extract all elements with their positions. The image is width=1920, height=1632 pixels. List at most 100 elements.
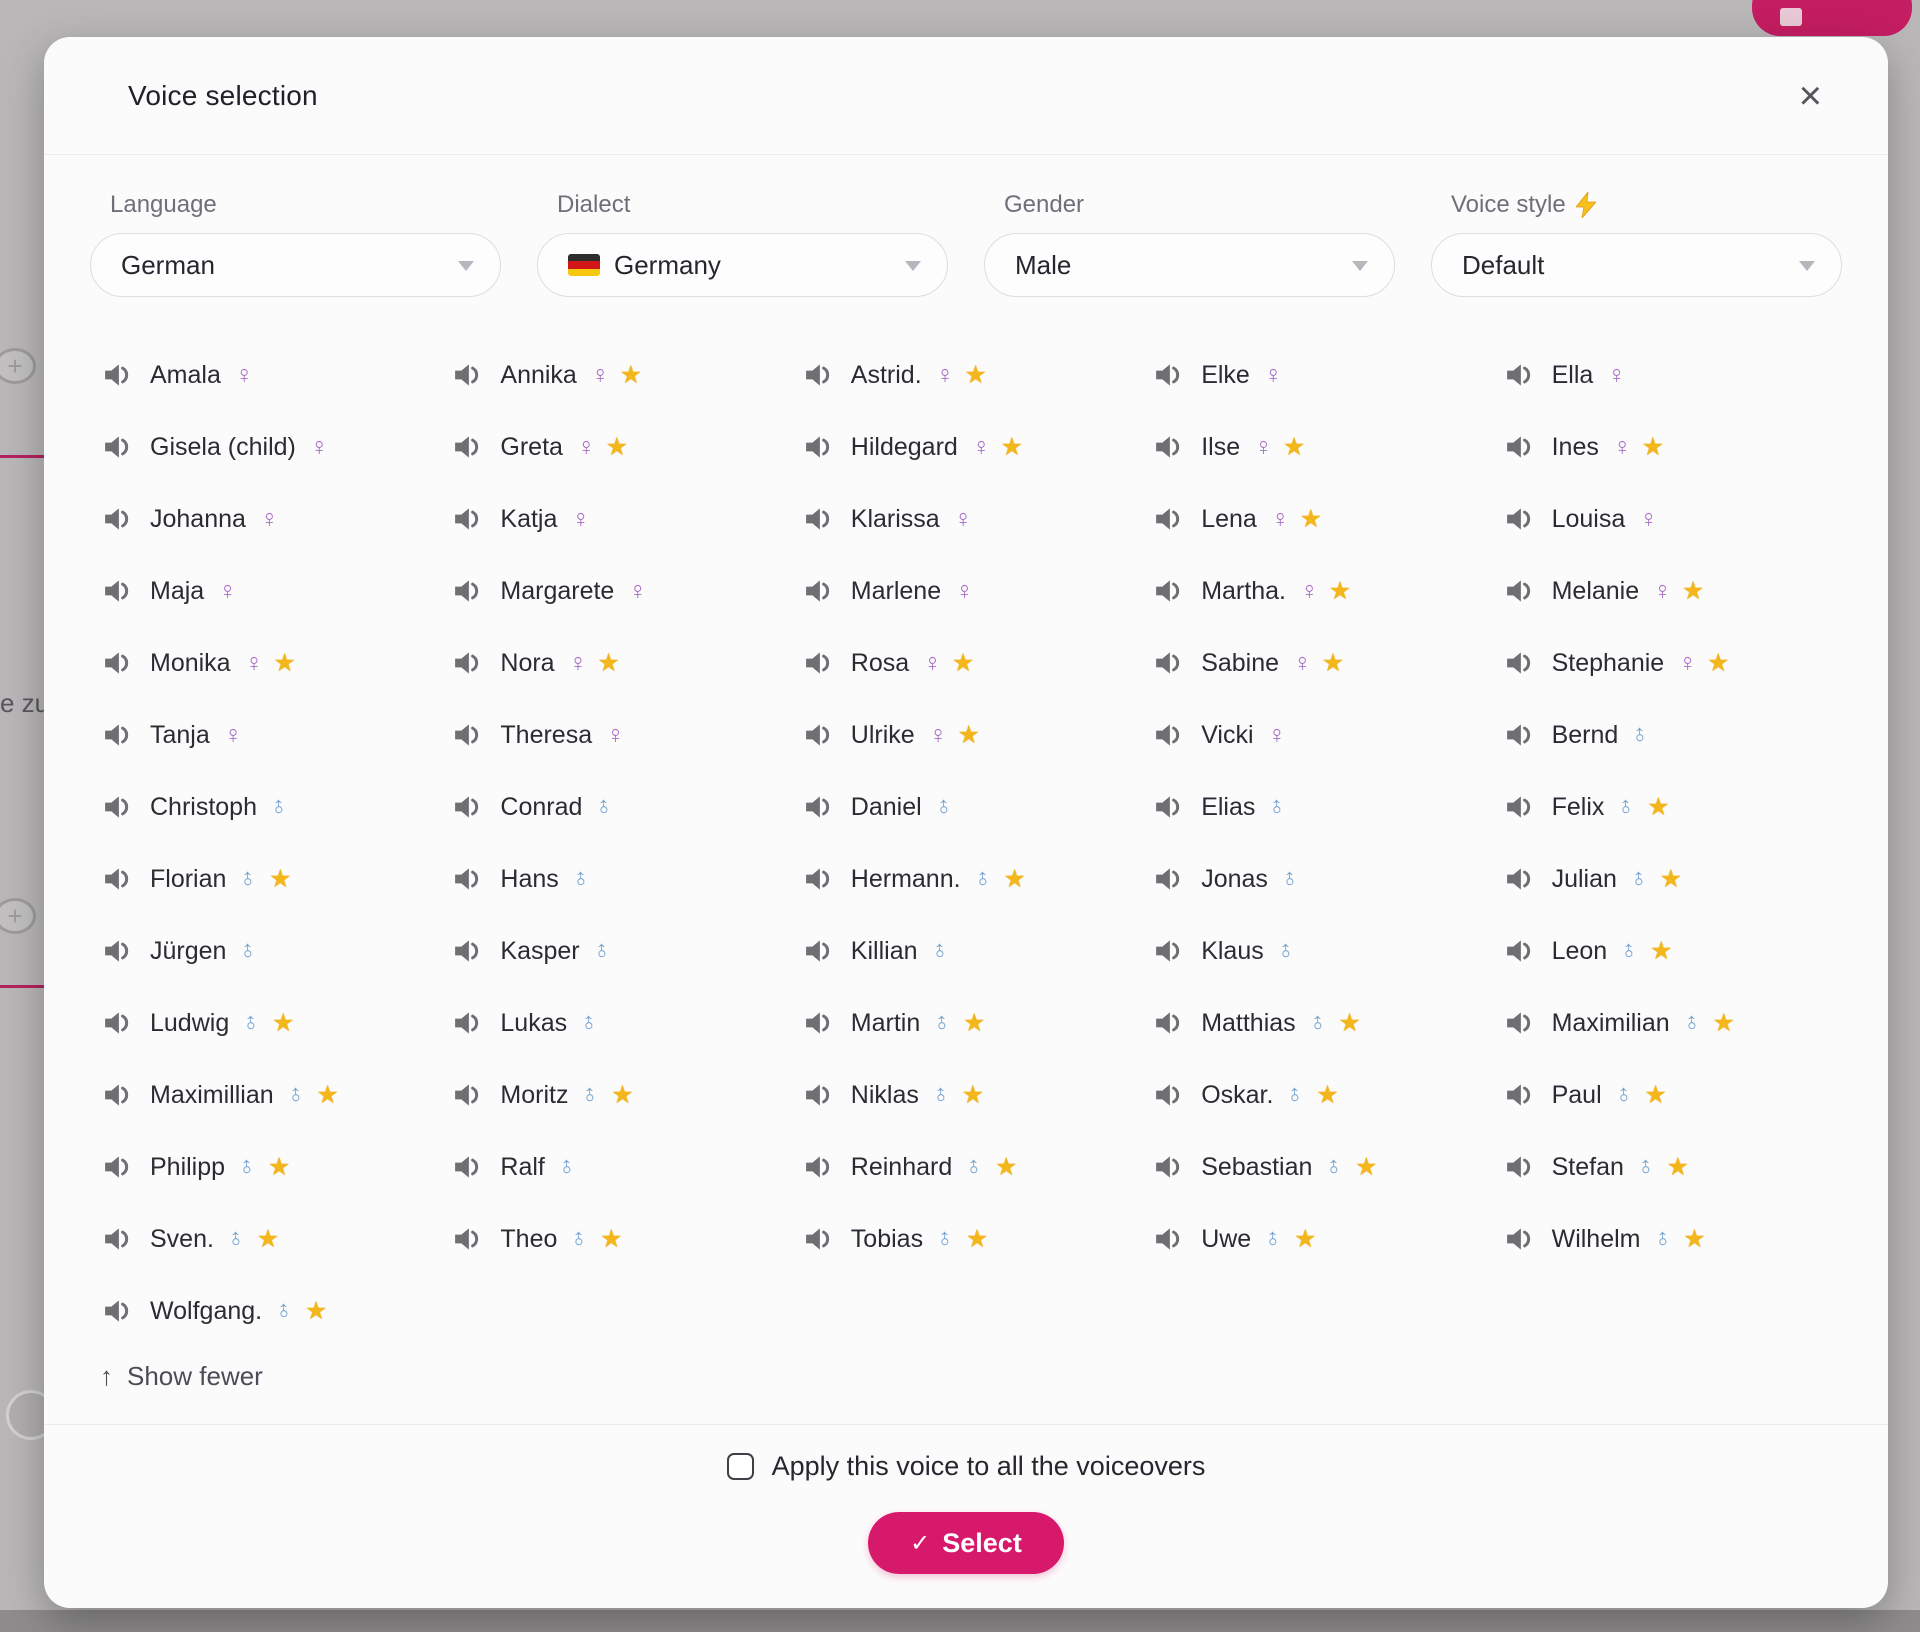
speaker-icon[interactable] <box>100 574 134 608</box>
voice-item[interactable]: Hans ♂ ★ <box>440 843 790 915</box>
speaker-icon[interactable] <box>1502 430 1536 464</box>
speaker-icon[interactable] <box>100 358 134 392</box>
speaker-icon[interactable] <box>450 862 484 896</box>
voice-item[interactable]: Ralf ♂ ★ <box>440 1131 790 1203</box>
speaker-icon[interactable] <box>1502 718 1536 752</box>
voice-item[interactable]: Annika ♀ ★ <box>440 339 790 411</box>
voice-item[interactable]: Lena ♀ ★ <box>1141 483 1491 555</box>
voice-item[interactable]: Paul ♂ ★ <box>1492 1059 1842 1131</box>
speaker-icon[interactable] <box>1502 358 1536 392</box>
voice-item[interactable]: Monika ♀ ★ <box>90 627 440 699</box>
speaker-icon[interactable] <box>100 1006 134 1040</box>
speaker-icon[interactable] <box>100 790 134 824</box>
apply-voice-checkbox[interactable] <box>726 1453 754 1480</box>
voice-item[interactable]: Philipp ♂ ★ <box>90 1131 440 1203</box>
voice-item[interactable]: Amala ♀ ★ <box>90 339 440 411</box>
speaker-icon[interactable] <box>100 1150 134 1184</box>
voice-item[interactable]: Elias ♂ ★ <box>1141 771 1491 843</box>
filter-dropdown[interactable]: Default <box>1431 233 1842 297</box>
speaker-icon[interactable] <box>450 934 484 968</box>
voice-item[interactable]: Martin ♂ ★ <box>791 987 1141 1059</box>
speaker-icon[interactable] <box>1151 1006 1185 1040</box>
close-icon[interactable]: × <box>1789 70 1832 122</box>
speaker-icon[interactable] <box>801 646 835 680</box>
speaker-icon[interactable] <box>1151 1222 1185 1256</box>
speaker-icon[interactable] <box>1151 502 1185 536</box>
speaker-icon[interactable] <box>801 1222 835 1256</box>
speaker-icon[interactable] <box>801 790 835 824</box>
speaker-icon[interactable] <box>450 718 484 752</box>
voice-item[interactable]: Conrad ♂ ★ <box>440 771 790 843</box>
speaker-icon[interactable] <box>100 502 134 536</box>
speaker-icon[interactable] <box>1151 790 1185 824</box>
voice-item[interactable]: Hildegard ♀ ★ <box>791 411 1141 483</box>
speaker-icon[interactable] <box>1151 1078 1185 1112</box>
voice-item[interactable]: Felix ♂ ★ <box>1492 771 1842 843</box>
speaker-icon[interactable] <box>100 1294 134 1328</box>
speaker-icon[interactable] <box>1502 1006 1536 1040</box>
voice-item[interactable]: Daniel ♂ ★ <box>791 771 1141 843</box>
voice-item[interactable]: Theresa ♀ ★ <box>440 699 790 771</box>
speaker-icon[interactable] <box>450 430 484 464</box>
speaker-icon[interactable] <box>450 574 484 608</box>
speaker-icon[interactable] <box>1151 1150 1185 1184</box>
voice-item[interactable]: Stephanie ♀ ★ <box>1492 627 1842 699</box>
voice-item[interactable]: Melanie ♀ ★ <box>1492 555 1842 627</box>
voice-item[interactable]: Johanna ♀ ★ <box>90 483 440 555</box>
speaker-icon[interactable] <box>1502 934 1536 968</box>
speaker-icon[interactable] <box>801 1006 835 1040</box>
speaker-icon[interactable] <box>100 1222 134 1256</box>
voice-item[interactable]: Klarissa ♀ ★ <box>791 483 1141 555</box>
speaker-icon[interactable] <box>1151 358 1185 392</box>
speaker-icon[interactable] <box>1502 862 1536 896</box>
speaker-icon[interactable] <box>1151 430 1185 464</box>
voice-item[interactable]: Ulrike ♀ ★ <box>791 699 1141 771</box>
voice-item[interactable]: Uwe ♂ ★ <box>1141 1203 1491 1275</box>
voice-item[interactable]: Ella ♀ ★ <box>1492 339 1842 411</box>
speaker-icon[interactable] <box>100 934 134 968</box>
speaker-icon[interactable] <box>801 430 835 464</box>
speaker-icon[interactable] <box>801 358 835 392</box>
voice-item[interactable]: Louisa ♀ ★ <box>1492 483 1842 555</box>
voice-item[interactable]: Jonas ♂ ★ <box>1141 843 1491 915</box>
voice-item[interactable]: Katja ♀ ★ <box>440 483 790 555</box>
speaker-icon[interactable] <box>1151 574 1185 608</box>
voice-item[interactable]: Reinhard ♂ ★ <box>791 1131 1141 1203</box>
voice-item[interactable]: Moritz ♂ ★ <box>440 1059 790 1131</box>
speaker-icon[interactable] <box>801 718 835 752</box>
speaker-icon[interactable] <box>1151 934 1185 968</box>
filter-dropdown[interactable]: Male <box>984 233 1395 297</box>
voice-item[interactable]: Klaus ♂ ★ <box>1141 915 1491 987</box>
speaker-icon[interactable] <box>100 646 134 680</box>
apply-voice-row[interactable]: Apply this voice to all the voiceovers <box>44 1451 1888 1482</box>
voice-item[interactable]: Nora ♀ ★ <box>440 627 790 699</box>
voice-item[interactable]: Ilse ♀ ★ <box>1141 411 1491 483</box>
filter-dropdown[interactable]: German <box>90 233 501 297</box>
speaker-icon[interactable] <box>100 430 134 464</box>
speaker-icon[interactable] <box>100 862 134 896</box>
voice-item[interactable]: Julian ♂ ★ <box>1492 843 1842 915</box>
voice-item[interactable]: Ludwig ♂ ★ <box>90 987 440 1059</box>
speaker-icon[interactable] <box>450 1150 484 1184</box>
voice-item[interactable]: Bernd ♂ ★ <box>1492 699 1842 771</box>
speaker-icon[interactable] <box>100 1078 134 1112</box>
voice-item[interactable]: Maximilian ♂ ★ <box>1492 987 1842 1059</box>
filter-dropdown[interactable]: Germany <box>537 233 948 297</box>
speaker-icon[interactable] <box>1502 502 1536 536</box>
voice-item[interactable]: Oskar. ♂ ★ <box>1141 1059 1491 1131</box>
voice-item[interactable]: Elke ♀ ★ <box>1141 339 1491 411</box>
speaker-icon[interactable] <box>1151 718 1185 752</box>
speaker-icon[interactable] <box>450 1078 484 1112</box>
speaker-icon[interactable] <box>450 790 484 824</box>
show-fewer-button[interactable]: ↑ Show fewer <box>100 1361 263 1392</box>
voice-item[interactable]: Astrid. ♀ ★ <box>791 339 1141 411</box>
voice-item[interactable]: Jürgen ♂ ★ <box>90 915 440 987</box>
speaker-icon[interactable] <box>801 1078 835 1112</box>
voice-item[interactable]: Tobias ♂ ★ <box>791 1203 1141 1275</box>
voice-item[interactable]: Maja ♀ ★ <box>90 555 440 627</box>
voice-item[interactable]: Ines ♀ ★ <box>1492 411 1842 483</box>
speaker-icon[interactable] <box>450 358 484 392</box>
speaker-icon[interactable] <box>450 1222 484 1256</box>
voice-item[interactable]: Kasper ♂ ★ <box>440 915 790 987</box>
speaker-icon[interactable] <box>1151 862 1185 896</box>
